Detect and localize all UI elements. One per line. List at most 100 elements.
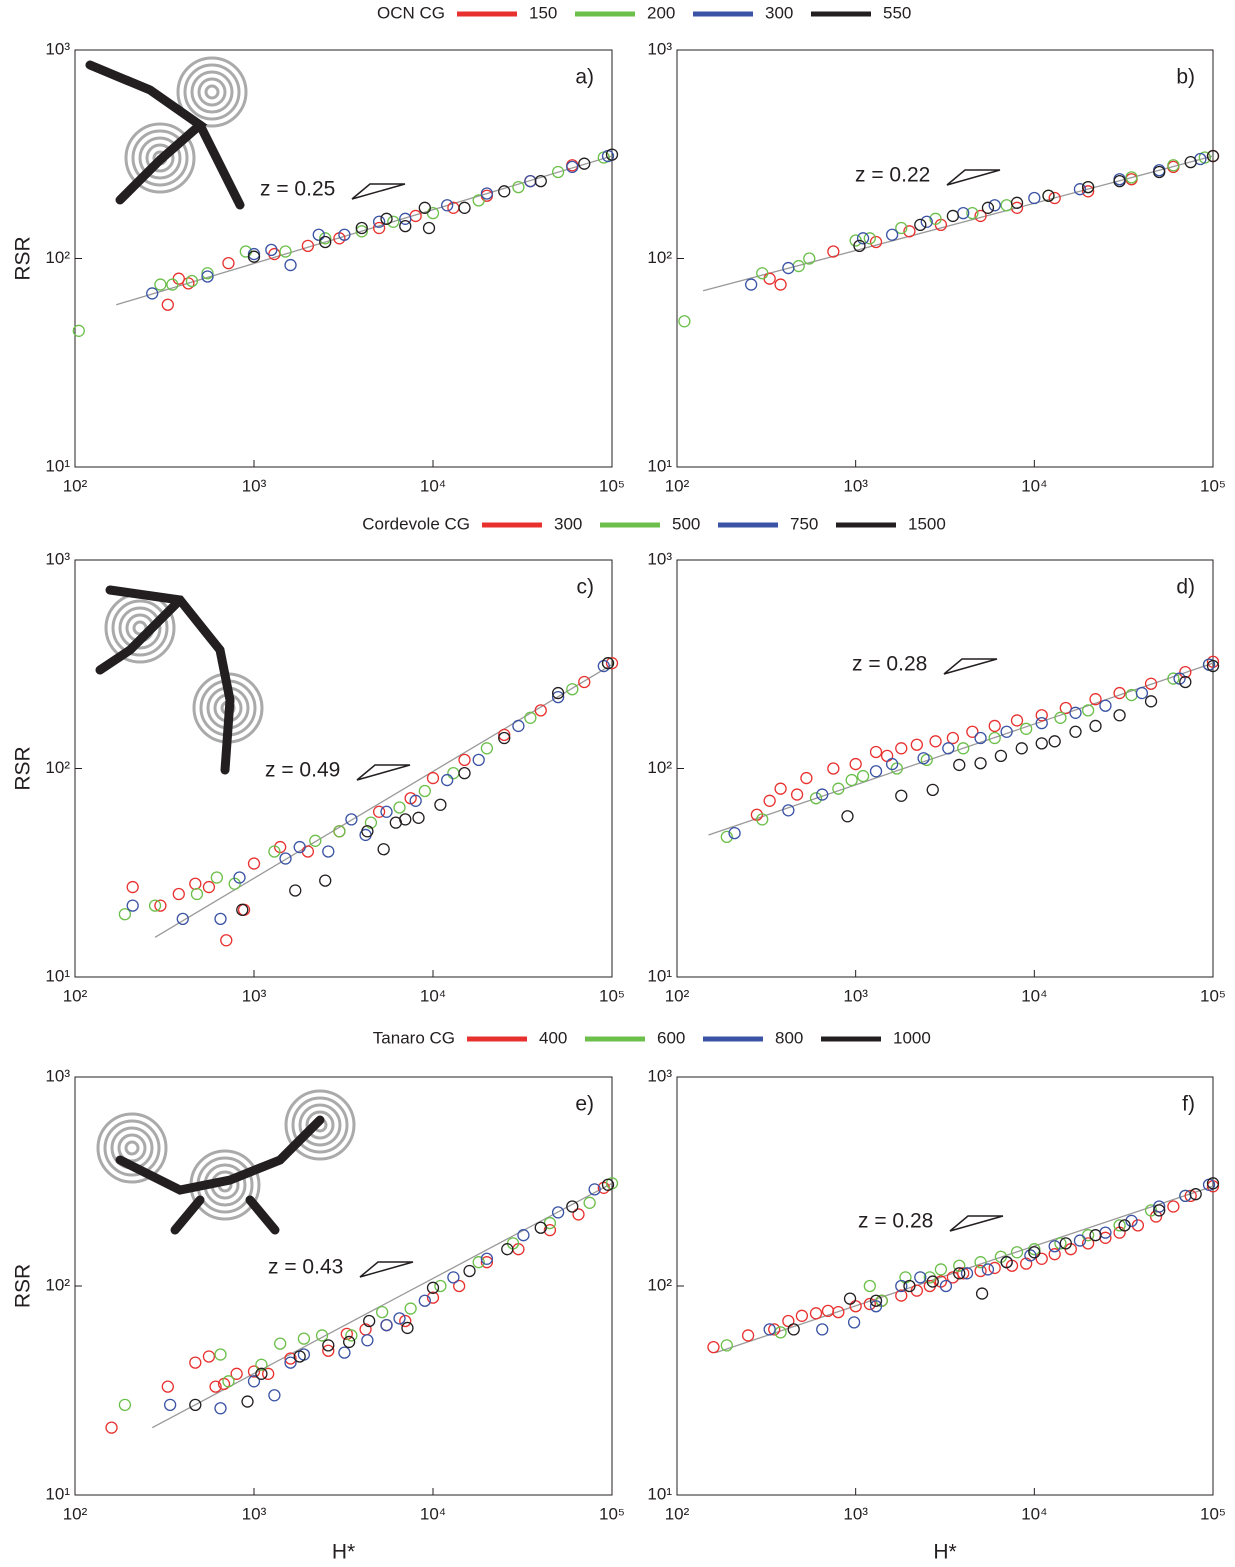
- point: [458, 753, 471, 767]
- point: [929, 212, 942, 225]
- point: [189, 1398, 202, 1411]
- point: [233, 871, 246, 884]
- point: [707, 1340, 720, 1354]
- x-tick-label: 10³: [843, 1504, 868, 1523]
- y-tick-label: 10¹: [45, 1484, 70, 1503]
- point: [1048, 1240, 1061, 1253]
- point: [189, 1356, 202, 1369]
- point: [974, 209, 987, 223]
- y-tick-label: 10¹: [647, 456, 672, 475]
- point: [1167, 672, 1180, 685]
- point: [372, 221, 386, 235]
- point: [827, 762, 840, 775]
- point: [1081, 1237, 1095, 1250]
- point: [1113, 709, 1126, 722]
- point: [1048, 735, 1061, 748]
- y-tick-label: 10³: [647, 549, 672, 568]
- inset-ring: [305, 1110, 335, 1140]
- point: [163, 1398, 177, 1411]
- point: [345, 813, 358, 826]
- point: [856, 232, 870, 245]
- slope-triangle: [946, 169, 1001, 186]
- y-tick-label: 10³: [647, 1066, 672, 1085]
- point: [118, 908, 132, 921]
- point: [899, 1271, 912, 1284]
- x-tick-label: 10³: [843, 476, 868, 495]
- point: [849, 757, 862, 771]
- point: [1000, 1256, 1013, 1269]
- point: [1144, 1204, 1158, 1217]
- point: [869, 235, 883, 249]
- inset-river: [95, 595, 185, 675]
- legend-label: 600: [657, 1028, 685, 1047]
- point: [380, 212, 393, 225]
- point: [364, 816, 378, 829]
- point: [1010, 196, 1024, 209]
- legend-label: 300: [554, 514, 582, 533]
- point: [247, 1365, 261, 1378]
- point: [480, 187, 494, 200]
- point: [361, 1334, 374, 1347]
- point: [401, 1321, 414, 1335]
- point: [472, 1256, 485, 1269]
- point: [447, 1271, 460, 1284]
- point: [255, 1367, 268, 1380]
- point: [795, 1309, 809, 1322]
- point: [800, 771, 813, 785]
- legend-label: 200: [647, 3, 675, 22]
- point: [534, 1221, 547, 1234]
- point: [418, 784, 431, 798]
- point: [1054, 1237, 1067, 1250]
- point: [543, 1224, 557, 1237]
- x-tick-label: 10⁴: [420, 476, 446, 495]
- inset-ring: [104, 592, 176, 664]
- x-tick-label: 10⁴: [1021, 476, 1047, 495]
- y-tick-label: 10²: [647, 248, 672, 267]
- point: [399, 1314, 412, 1328]
- y-tick-label: 10²: [45, 758, 70, 777]
- legend-label: 800: [775, 1028, 803, 1047]
- point: [265, 243, 278, 257]
- point: [1167, 159, 1180, 172]
- point: [1054, 711, 1067, 724]
- inset-ring: [124, 122, 196, 194]
- y-tick-label: 10¹: [647, 966, 672, 985]
- point: [869, 1300, 883, 1313]
- point: [1010, 714, 1024, 727]
- point: [409, 794, 422, 807]
- point: [566, 160, 579, 174]
- point: [274, 1337, 287, 1350]
- y-tick-label: 10³: [45, 39, 70, 58]
- point: [1135, 686, 1149, 700]
- point: [863, 1279, 876, 1293]
- x-tick-label: 10³: [242, 1504, 267, 1523]
- annotation: z = 0.28: [858, 1210, 933, 1233]
- point: [501, 1243, 514, 1256]
- point: [480, 1256, 494, 1269]
- point: [1125, 1214, 1138, 1227]
- point: [744, 278, 758, 291]
- point: [1113, 1219, 1126, 1232]
- point: [926, 1275, 939, 1288]
- point: [790, 788, 804, 801]
- x-tick-label: 10²: [665, 1504, 690, 1523]
- point: [182, 277, 195, 290]
- point: [885, 228, 899, 241]
- legend-label: 1000: [893, 1028, 931, 1047]
- point: [255, 1358, 268, 1371]
- point: [895, 789, 908, 802]
- point: [903, 1279, 916, 1293]
- point: [914, 1271, 927, 1284]
- inset-ring: [145, 143, 175, 173]
- point: [774, 1326, 787, 1339]
- point: [869, 745, 883, 759]
- point: [1035, 717, 1048, 730]
- point: [1099, 699, 1112, 712]
- legend-label: 400: [539, 1028, 567, 1047]
- point: [566, 1200, 579, 1213]
- point: [293, 840, 306, 854]
- point: [498, 728, 511, 742]
- plot-frame: [676, 49, 1214, 468]
- annotation: z = 0.28: [852, 653, 927, 676]
